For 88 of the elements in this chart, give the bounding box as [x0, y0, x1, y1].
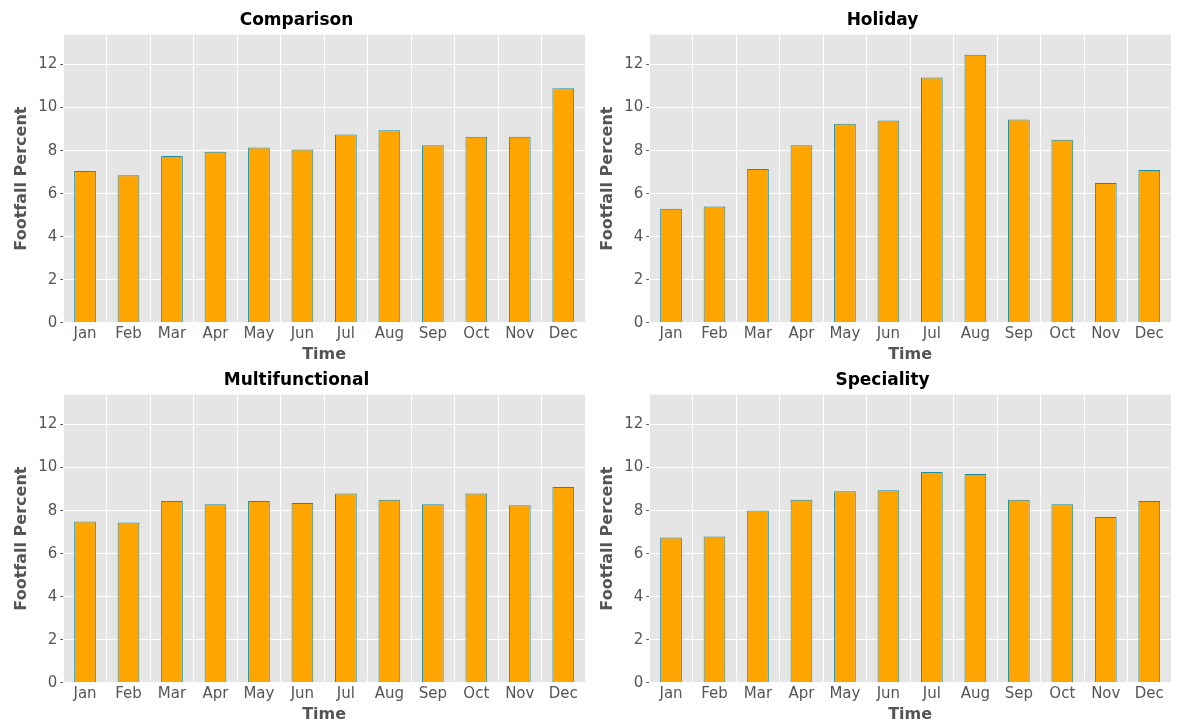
x-tick-label: Nov — [1091, 323, 1121, 342]
y-axis-title: Footfall Percent — [10, 466, 30, 611]
x-tick-label: Apr — [202, 323, 230, 342]
y-tick-label: 8 — [633, 500, 644, 519]
x-tick-label: Jul — [921, 323, 941, 342]
y-tick-label: 8 — [47, 500, 58, 519]
x-tick-label: Feb — [115, 683, 142, 702]
y-axis-title: Footfall Percent — [596, 466, 616, 611]
y-tick-label: 6 — [633, 183, 644, 202]
y-tick-label: 10 — [38, 457, 58, 476]
x-tick-label: Jul — [335, 323, 355, 342]
x-tick-label: Oct — [1049, 683, 1076, 702]
y-tick-label: 10 — [624, 457, 644, 476]
y-tick-label: 0 — [47, 672, 58, 691]
x-tick-label: Sep — [418, 323, 447, 342]
x-axis-title: Time — [888, 343, 933, 363]
y-axis-title: Footfall Percent — [10, 106, 30, 251]
x-axis-title: Time — [888, 703, 933, 723]
x-tick-label: Jul — [921, 683, 941, 702]
y-tick-label: 12 — [38, 54, 58, 73]
x-tick-label: Jul — [335, 683, 355, 702]
x-tick-label: Dec — [548, 323, 578, 342]
x-tick-label: Feb — [701, 683, 728, 702]
y-tick-label: 2 — [47, 629, 58, 648]
y-tick-label: 12 — [624, 414, 644, 433]
x-tick-label: Sep — [1004, 323, 1033, 342]
x-tick-label: Apr — [202, 683, 230, 702]
y-tick-label: 12 — [624, 54, 644, 73]
x-tick-label: May — [829, 683, 861, 702]
x-axis-title: Time — [302, 343, 347, 363]
chart-title: Holiday — [846, 8, 919, 29]
x-tick-label: Oct — [463, 683, 490, 702]
x-tick-label: Aug — [374, 683, 405, 702]
x-tick-label: Nov — [505, 323, 535, 342]
x-axis-title: Time — [302, 703, 347, 723]
y-tick-label: 4 — [47, 226, 58, 245]
x-tick-label: May — [243, 683, 275, 702]
x-tick-label: Feb — [115, 323, 142, 342]
x-tick-label: Oct — [463, 323, 490, 342]
x-tick-label: Jun — [289, 323, 315, 342]
y-tick-label: 8 — [633, 140, 644, 159]
x-tick-label: Jan — [658, 323, 683, 342]
y-tick-label: 0 — [47, 312, 58, 331]
x-tick-label: Jun — [289, 683, 315, 702]
x-tick-label: Feb — [701, 323, 728, 342]
chart-title: Multifunctional — [223, 368, 370, 389]
x-tick-label: Apr — [788, 323, 816, 342]
x-tick-label: May — [829, 323, 861, 342]
y-tick-label: 6 — [633, 543, 644, 562]
x-tick-label: Mar — [743, 323, 773, 342]
y-tick-label: 6 — [47, 543, 58, 562]
x-tick-label: Nov — [505, 683, 535, 702]
y-tick-label: 10 — [624, 97, 644, 116]
y-tick-label: 2 — [633, 629, 644, 648]
x-tick-label: Aug — [960, 323, 991, 342]
x-tick-label: Aug — [374, 323, 405, 342]
x-tick-label: Mar — [157, 323, 187, 342]
x-tick-label: Mar — [157, 683, 187, 702]
x-tick-label: Oct — [1049, 323, 1076, 342]
y-tick-label: 4 — [47, 586, 58, 605]
y-tick-label: 8 — [47, 140, 58, 159]
x-tick-label: Jun — [875, 323, 901, 342]
y-tick-label: 12 — [38, 414, 58, 433]
chart-title: Comparison — [239, 8, 354, 29]
x-tick-label: Sep — [1004, 683, 1033, 702]
y-tick-label: 4 — [633, 586, 644, 605]
x-tick-label: Jan — [72, 323, 97, 342]
x-tick-label: Dec — [1134, 683, 1164, 702]
x-tick-label: Nov — [1091, 683, 1121, 702]
x-tick-label: Jan — [658, 683, 683, 702]
x-tick-label: Jan — [72, 683, 97, 702]
y-tick-label: 10 — [38, 97, 58, 116]
y-tick-label: 0 — [633, 672, 644, 691]
y-tick-label: 0 — [633, 312, 644, 331]
y-tick-label: 6 — [47, 183, 58, 202]
x-tick-label: Apr — [788, 683, 816, 702]
y-tick-label: 2 — [47, 269, 58, 288]
x-tick-label: Jun — [875, 683, 901, 702]
y-axis-title: Footfall Percent — [596, 106, 616, 251]
x-tick-label: Mar — [743, 683, 773, 702]
x-tick-label: Dec — [548, 683, 578, 702]
x-tick-label: Aug — [960, 683, 991, 702]
y-tick-label: 2 — [633, 269, 644, 288]
x-tick-label: Sep — [418, 683, 447, 702]
y-tick-label: 4 — [633, 226, 644, 245]
x-tick-label: May — [243, 323, 275, 342]
chart-title: Speciality — [835, 368, 930, 389]
x-tick-label: Dec — [1134, 323, 1164, 342]
